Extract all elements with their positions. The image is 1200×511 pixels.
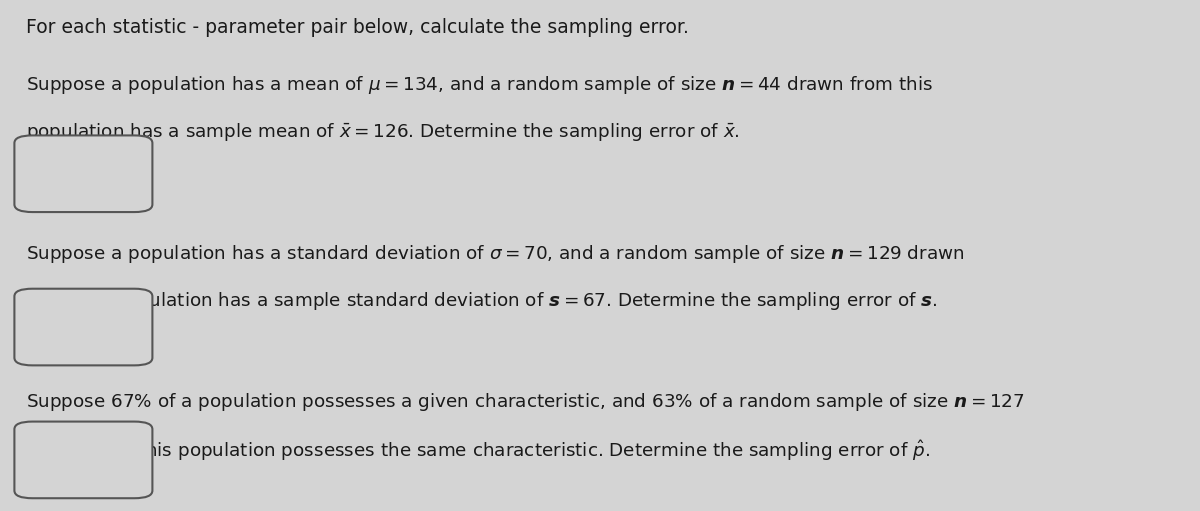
Text: population has a sample mean of $\bar{x} = 126$. Determine the sampling error of: population has a sample mean of $\bar{x}… <box>26 121 740 143</box>
Text: Suppose a population has a mean of $\mu = 134$, and a random sample of size $\bo: Suppose a population has a mean of $\mu … <box>26 74 934 96</box>
Text: from this population has a sample standard deviation of $\boldsymbol{s} = 67$. D: from this population has a sample standa… <box>26 290 938 312</box>
FancyBboxPatch shape <box>14 289 152 365</box>
Text: Suppose 67% of a population possesses a given characteristic, and 63% of a rando: Suppose 67% of a population possesses a … <box>26 391 1025 413</box>
Text: Suppose a population has a standard deviation of $\sigma = 70$, and a random sam: Suppose a population has a standard devi… <box>26 243 965 265</box>
FancyBboxPatch shape <box>14 135 152 212</box>
Text: drawn from this population possesses the same characteristic. Determine the samp: drawn from this population possesses the… <box>26 438 930 463</box>
Text: For each statistic - parameter pair below, calculate the sampling error.: For each statistic - parameter pair belo… <box>26 18 689 37</box>
FancyBboxPatch shape <box>14 422 152 498</box>
